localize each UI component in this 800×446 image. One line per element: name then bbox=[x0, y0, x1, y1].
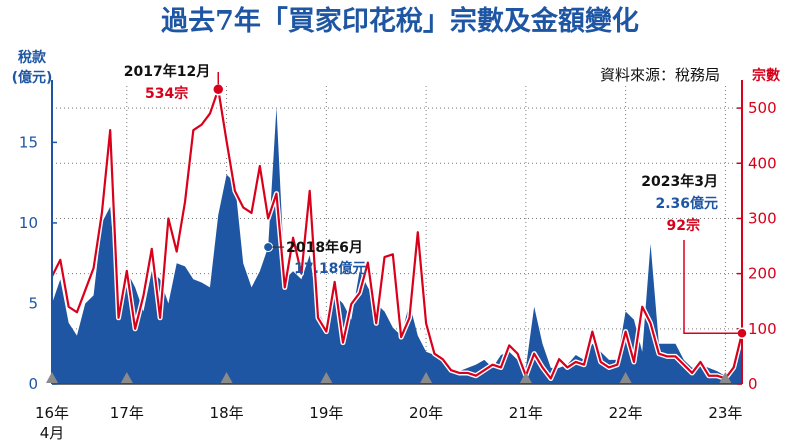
annotations: 2017年12月 534宗 2018年6月 17.18億元 2023年3月 2.36億元 9… bbox=[124, 63, 748, 339]
x-tick-marker bbox=[320, 372, 333, 383]
peak-count-marker bbox=[212, 83, 225, 96]
tax-amount-area-series bbox=[52, 107, 742, 384]
x-tick-label: 17年 bbox=[110, 404, 144, 422]
annotation-2018-06-value: 17.18億元 bbox=[294, 260, 366, 277]
transaction-count-line bbox=[51, 88, 744, 380]
left-tick-label: 10 bbox=[19, 214, 38, 232]
latest-leader bbox=[683, 240, 738, 334]
x-tick-label: 18年 bbox=[210, 404, 244, 422]
x-tick-label: 23年 bbox=[708, 404, 742, 422]
axes: 0 5 10 15 0 100 200 300 400 500 16年 4月 17年 18年 19年 20年 2… bbox=[19, 80, 777, 442]
annotation-2018-06-date: 2018年6月 bbox=[286, 239, 363, 256]
x-tick-marker bbox=[420, 372, 433, 383]
right-tick-label: 300 bbox=[748, 209, 777, 227]
x-tick-marker bbox=[519, 372, 532, 383]
left-tick-label: 15 bbox=[19, 133, 38, 151]
chart-title: 過去7年「買家印花稅」宗數及金額變化 bbox=[161, 5, 639, 37]
x-tick-marker bbox=[619, 372, 632, 383]
annotation-2023-03-amount: 2.36億元 bbox=[655, 195, 718, 212]
peak-amount-marker bbox=[263, 242, 274, 253]
x-tick-label: 16年 bbox=[35, 404, 69, 422]
x-tick-marker bbox=[719, 372, 732, 383]
latest-marker bbox=[736, 327, 748, 339]
annotation-2023-03-date: 2023年3月 bbox=[641, 173, 718, 190]
left-tick-label: 5 bbox=[28, 294, 38, 312]
right-tick-label: 400 bbox=[748, 154, 777, 172]
right-tick-label: 0 bbox=[748, 375, 758, 393]
x-tick-label: 20年 bbox=[409, 404, 443, 422]
right-tick-label: 500 bbox=[748, 99, 777, 117]
transaction-count-line-series bbox=[49, 86, 745, 381]
left-axis-label-line1: 稅款 bbox=[18, 49, 47, 66]
left-axis-label-line2: (億元) bbox=[12, 69, 53, 86]
annotation-2017-12-value: 534宗 bbox=[145, 85, 188, 102]
annotation-2017-12-date: 2017年12月 bbox=[124, 63, 210, 80]
x-tick-label: 21年 bbox=[509, 404, 543, 422]
x-tick-marker bbox=[120, 372, 133, 383]
annotation-2023-03-count: 92宗 bbox=[667, 217, 700, 234]
x-tick-marker bbox=[46, 372, 58, 383]
x-tick-marker bbox=[220, 372, 233, 383]
right-tick-label: 200 bbox=[748, 265, 777, 283]
tax-amount-area bbox=[52, 107, 742, 384]
x-tick-label: 19年 bbox=[309, 404, 343, 422]
right-axis-label: 宗數 bbox=[752, 67, 780, 84]
x-tick-label: 22年 bbox=[609, 404, 643, 422]
left-tick-label: 0 bbox=[28, 375, 38, 393]
x-tick-label: 4月 bbox=[40, 424, 65, 442]
source-note: 資料來源：稅務局 bbox=[600, 66, 720, 84]
right-tick-label: 100 bbox=[748, 320, 777, 338]
